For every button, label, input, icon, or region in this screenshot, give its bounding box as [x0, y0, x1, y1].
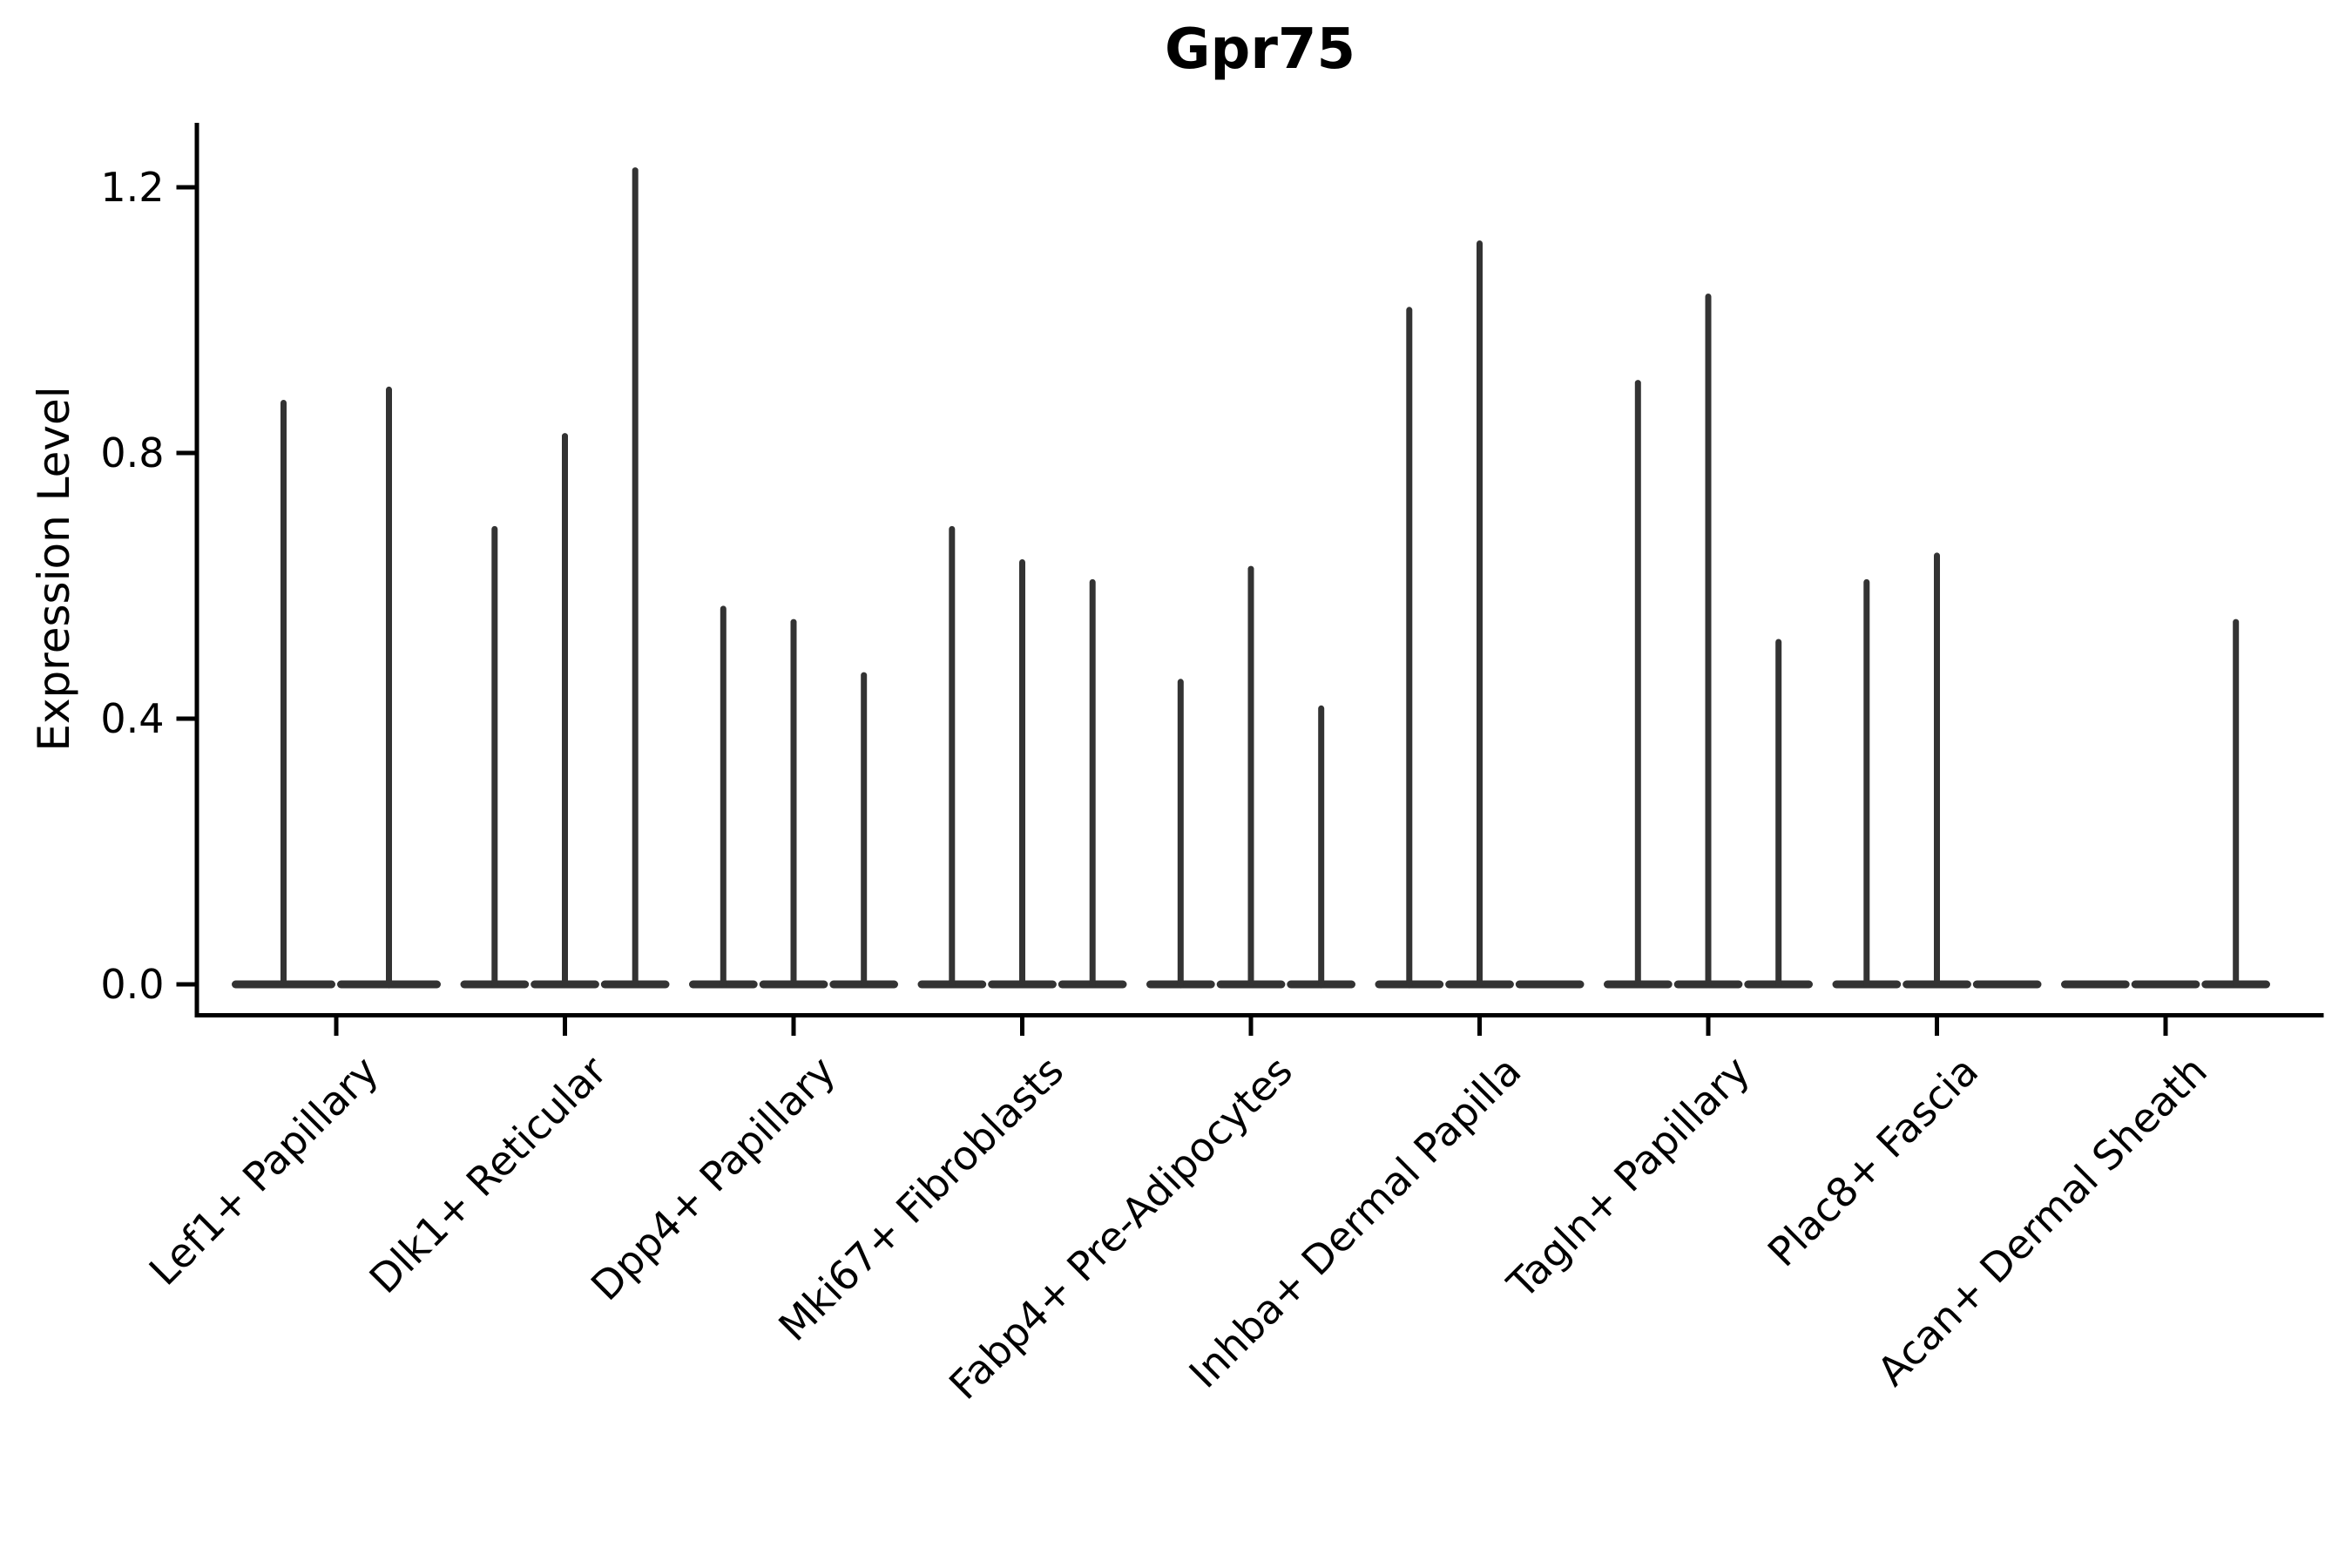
violin-spike: [1775, 639, 1782, 989]
chart-title: Gpr75: [1165, 17, 1355, 82]
violin-spike: [1634, 380, 1641, 989]
y-tick-label: 0.8: [100, 429, 165, 476]
x-tick: [1020, 1017, 1024, 1036]
x-tick: [1477, 1017, 1482, 1036]
y-tick: [176, 982, 195, 987]
violin-spike: [1177, 679, 1184, 989]
y-tick: [176, 450, 195, 456]
violin-spike: [720, 605, 727, 989]
violin-spike: [280, 400, 287, 989]
violin-body: [1515, 980, 1585, 989]
y-tick: [176, 716, 195, 721]
x-tick: [791, 1017, 796, 1036]
violin-spike: [1934, 552, 1940, 989]
x-tick: [1935, 1017, 1939, 1036]
violin-spike: [1705, 294, 1712, 989]
violin-spike: [1019, 559, 1025, 989]
violin-spike: [1863, 578, 1870, 989]
x-tick: [1706, 1017, 1711, 1036]
y-tick-label: 0.0: [100, 961, 165, 1008]
x-tick: [563, 1017, 567, 1036]
y-tick-label: 0.4: [100, 695, 165, 742]
violin-spike: [1318, 705, 1325, 989]
x-tick: [1248, 1017, 1254, 1036]
violin-spike: [949, 525, 956, 989]
y-tick: [176, 185, 195, 190]
violin-body: [2061, 980, 2130, 989]
violin-spike: [1406, 307, 1413, 989]
x-axis-spine: [194, 1013, 2324, 1017]
y-tick-label: 1.2: [100, 164, 165, 211]
violin-spike: [562, 433, 568, 989]
violin-body: [2131, 980, 2200, 989]
y-axis-spine: [194, 123, 199, 1017]
violin-spike: [1477, 240, 1483, 989]
violin-spike: [790, 618, 797, 989]
violin-spike: [491, 525, 498, 989]
x-tick: [334, 1017, 339, 1036]
violin-spike: [1247, 565, 1254, 989]
violin-spike: [2233, 618, 2240, 989]
x-tick: [2163, 1017, 2168, 1036]
violin-spike: [861, 672, 868, 989]
violin-spike: [1089, 578, 1096, 989]
violin-body: [1972, 980, 2042, 989]
violin-spike: [632, 167, 639, 989]
violin-spike: [386, 386, 392, 989]
